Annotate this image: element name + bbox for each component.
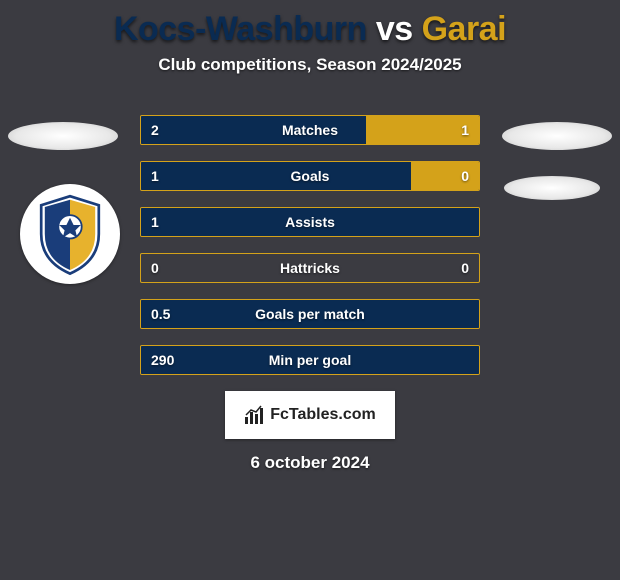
stat-row: 0.5Goals per match — [140, 299, 480, 329]
stat-row: 1Goals0 — [140, 161, 480, 191]
shield-crest-icon — [25, 189, 115, 279]
stat-row: 1Assists — [140, 207, 480, 237]
stat-label: Goals per match — [141, 300, 479, 328]
team-right-accent-ellipse — [502, 122, 612, 150]
team-right-accent-ellipse-2 — [504, 176, 600, 200]
vs-separator: vs — [376, 10, 422, 48]
brand-text: FcTables.com — [270, 406, 376, 424]
stats-container: 2Matches11Goals01Assists0Hattricks00.5Go… — [140, 115, 480, 375]
team-left-accent-ellipse — [8, 122, 118, 150]
subtitle: Club competitions, Season 2024/2025 — [0, 55, 620, 75]
player-right-name: Garai — [422, 10, 506, 48]
club-badge-left — [20, 184, 120, 284]
stat-row: 290Min per goal — [140, 345, 480, 375]
stat-label: Goals — [141, 162, 479, 190]
stat-row: 2Matches1 — [140, 115, 480, 145]
stat-label: Min per goal — [141, 346, 479, 374]
stat-value-right: 0 — [461, 254, 469, 282]
stat-label: Matches — [141, 116, 479, 144]
stat-row: 0Hattricks0 — [140, 253, 480, 283]
snapshot-date: 6 october 2024 — [0, 453, 620, 473]
stat-value-right: 0 — [461, 162, 469, 190]
comparison-title: Kocs-Washburn vs Garai — [0, 0, 620, 49]
stat-value-right: 1 — [461, 116, 469, 144]
stat-label: Hattricks — [141, 254, 479, 282]
brand-logo[interactable]: FcTables.com — [225, 391, 395, 439]
chart-bars-icon — [244, 405, 264, 425]
player-left-name: Kocs-Washburn — [114, 10, 367, 48]
stat-label: Assists — [141, 208, 479, 236]
